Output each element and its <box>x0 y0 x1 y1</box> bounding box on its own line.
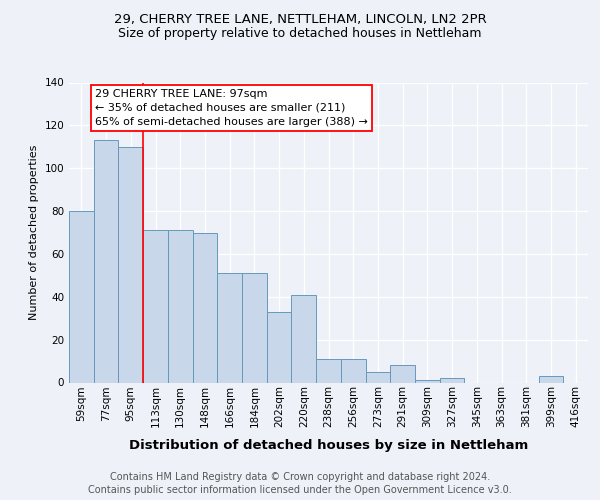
Bar <box>242 273 267 382</box>
Y-axis label: Number of detached properties: Number of detached properties <box>29 145 39 320</box>
Bar <box>193 232 217 382</box>
Bar <box>69 211 94 382</box>
Bar <box>292 294 316 382</box>
Bar <box>365 372 390 382</box>
Bar <box>143 230 168 382</box>
Bar <box>341 359 365 382</box>
Bar <box>94 140 118 382</box>
Bar <box>118 147 143 382</box>
Text: Contains public sector information licensed under the Open Government Licence v3: Contains public sector information licen… <box>88 485 512 495</box>
Bar <box>415 380 440 382</box>
Bar <box>168 230 193 382</box>
Text: Contains HM Land Registry data © Crown copyright and database right 2024.: Contains HM Land Registry data © Crown c… <box>110 472 490 482</box>
Text: Size of property relative to detached houses in Nettleham: Size of property relative to detached ho… <box>118 28 482 40</box>
Bar <box>539 376 563 382</box>
Bar <box>267 312 292 382</box>
Bar <box>390 366 415 382</box>
Text: 29 CHERRY TREE LANE: 97sqm
← 35% of detached houses are smaller (211)
65% of sem: 29 CHERRY TREE LANE: 97sqm ← 35% of deta… <box>95 89 368 127</box>
Bar <box>316 359 341 382</box>
Text: 29, CHERRY TREE LANE, NETTLEHAM, LINCOLN, LN2 2PR: 29, CHERRY TREE LANE, NETTLEHAM, LINCOLN… <box>113 12 487 26</box>
X-axis label: Distribution of detached houses by size in Nettleham: Distribution of detached houses by size … <box>129 438 528 452</box>
Bar <box>440 378 464 382</box>
Bar <box>217 273 242 382</box>
